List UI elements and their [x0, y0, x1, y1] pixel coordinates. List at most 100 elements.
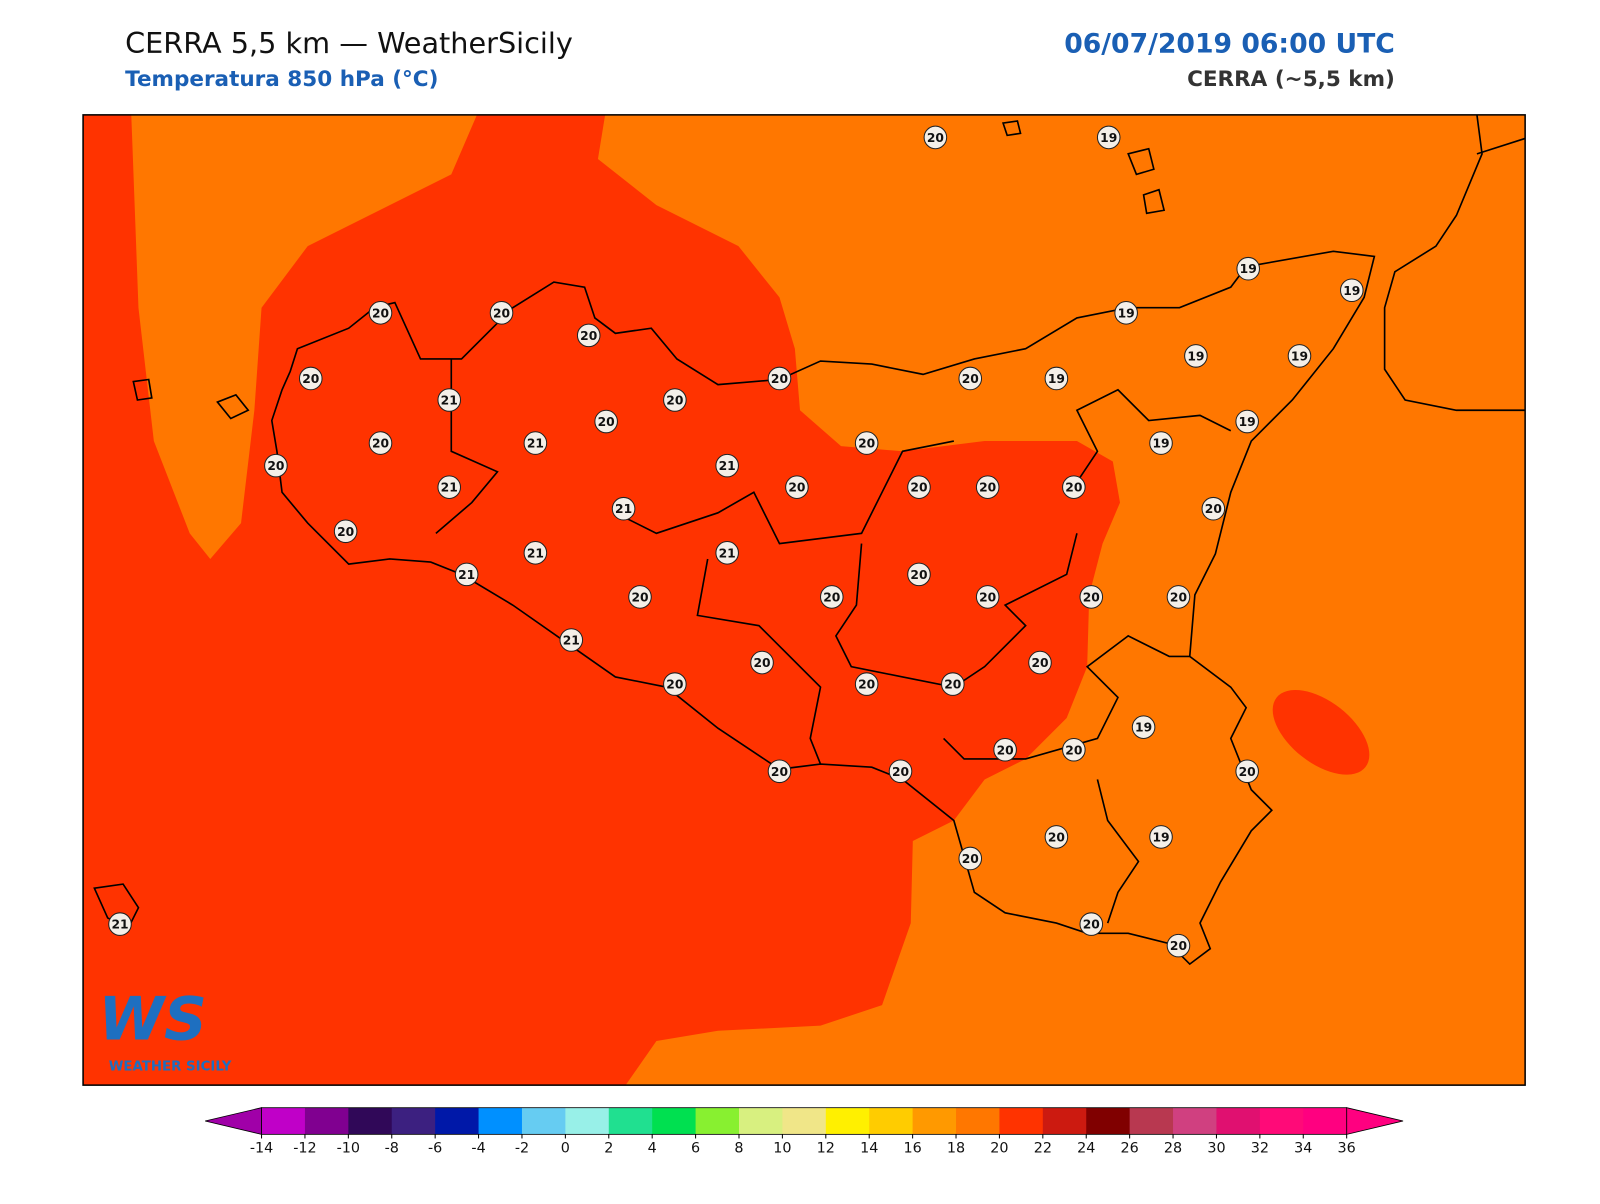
station-marker: [1062, 475, 1086, 499]
station-marker: [1235, 759, 1259, 784]
station-value: 21: [527, 437, 544, 451]
colorbar-bin: [869, 1107, 914, 1135]
colorbar-bin: [652, 1107, 697, 1135]
colorbar-tick-label: 24: [1077, 1141, 1095, 1157]
colorbar-bin: [391, 1107, 436, 1135]
field-high: [83, 114, 1120, 1086]
station: 21: [523, 431, 548, 455]
colorbar-bin: [304, 1107, 349, 1135]
station-value: 20: [598, 415, 615, 429]
colorbar-frame: [261, 1107, 1348, 1135]
subtitle: Temperatura 850 hPa (°C): [125, 67, 438, 92]
station-marker: [923, 125, 948, 150]
station-marker: [767, 759, 792, 784]
station-value: 21: [111, 918, 128, 932]
station: 19: [1339, 278, 1364, 303]
colorbar-bin: [1042, 1107, 1087, 1135]
station-value: 20: [979, 590, 996, 604]
station-value: 20: [771, 372, 788, 386]
station-marker: [941, 672, 965, 696]
station: 20: [819, 585, 844, 609]
station-value: 21: [615, 502, 632, 516]
colorbar-bin: [348, 1107, 393, 1135]
station-marker: [1044, 825, 1069, 849]
station-marker: [663, 388, 687, 412]
station-value: 20: [666, 678, 683, 692]
colorbar-bin: [825, 1107, 870, 1135]
station-value: 20: [1170, 939, 1187, 953]
station-value: 20: [493, 306, 510, 320]
colorbar-bin: [1259, 1107, 1304, 1135]
colorbar-bin: [521, 1107, 566, 1135]
station: 20: [333, 519, 358, 544]
station-marker: [264, 453, 288, 478]
station-value: 20: [927, 131, 944, 145]
colorbar-tick-label: 22: [1034, 1141, 1052, 1157]
station: 20: [975, 475, 1000, 499]
station-marker: [1079, 585, 1104, 609]
station-value: 20: [1170, 590, 1187, 604]
station-marker: [108, 912, 132, 936]
station-marker: [767, 366, 792, 391]
colorbar-tick-label: 36: [1338, 1141, 1356, 1157]
colorbar-bin: [695, 1107, 740, 1135]
station-value: 20: [302, 372, 319, 386]
station: 20: [1079, 585, 1104, 609]
station-marker: [437, 475, 462, 499]
colorbar-bin: [782, 1107, 827, 1135]
colorbar-tick-label: 12: [817, 1141, 835, 1157]
station: 20: [750, 650, 774, 675]
station: 20: [1166, 933, 1191, 958]
station: 20: [888, 759, 913, 784]
station-value: 20: [944, 678, 961, 692]
colorbar-bin: [435, 1107, 480, 1135]
colorbar-tick-label: 14: [860, 1141, 878, 1157]
title: CERRA 5,5 km — WeatherSicily: [125, 26, 573, 60]
station: 20: [958, 846, 983, 871]
colorbar-tick-label: -12: [293, 1141, 316, 1157]
station-value: 19: [1343, 284, 1360, 298]
station: 19: [1184, 344, 1208, 368]
station-marker: [1339, 278, 1364, 303]
station: 19: [1131, 715, 1156, 739]
station-marker: [454, 562, 479, 587]
station-marker: [819, 585, 844, 609]
station-value: 20: [1205, 502, 1222, 516]
station: 20: [1079, 912, 1104, 936]
colorbar-tick-label: 20: [990, 1141, 1008, 1157]
colorbar-tick-label: 4: [648, 1141, 657, 1157]
station: 20: [368, 301, 393, 325]
coastline: [93, 114, 1526, 966]
station: 21: [437, 475, 462, 499]
colorbar-bin: [1173, 1107, 1217, 1135]
colorbar-bin: [912, 1107, 957, 1135]
station: 19: [1096, 125, 1121, 150]
station: 20: [489, 301, 514, 325]
colorbar-tick-label: 6: [691, 1141, 700, 1157]
station: 21: [108, 912, 132, 936]
colorbar-bin: [999, 1107, 1044, 1135]
station-value: 20: [372, 437, 389, 451]
station-value: 19: [1135, 721, 1152, 735]
colorbar-tick-label: -4: [471, 1141, 485, 1157]
colorbar-tick-label: -10: [337, 1141, 360, 1157]
station-marker: [1235, 409, 1259, 434]
station-marker: [854, 431, 879, 455]
station-marker: [1184, 344, 1208, 368]
station-marker: [975, 475, 1000, 499]
station-value: 20: [1239, 765, 1256, 779]
colorbar-tick-label: 8: [734, 1141, 743, 1157]
station: 21: [611, 496, 636, 521]
station-value: 20: [823, 590, 840, 604]
station-value: 21: [441, 481, 458, 495]
colorbar-under: [205, 1107, 262, 1135]
station-marker: [907, 475, 931, 499]
colorbar-tick-label: -2: [515, 1141, 529, 1157]
station-marker: [1096, 125, 1121, 150]
station-marker: [854, 672, 879, 696]
station-value: 19: [1239, 415, 1256, 429]
station-value: 20: [1083, 918, 1100, 932]
colorbar-tick-label: 28: [1164, 1141, 1182, 1157]
station-marker: [1149, 431, 1173, 455]
station-value: 21: [527, 546, 544, 560]
